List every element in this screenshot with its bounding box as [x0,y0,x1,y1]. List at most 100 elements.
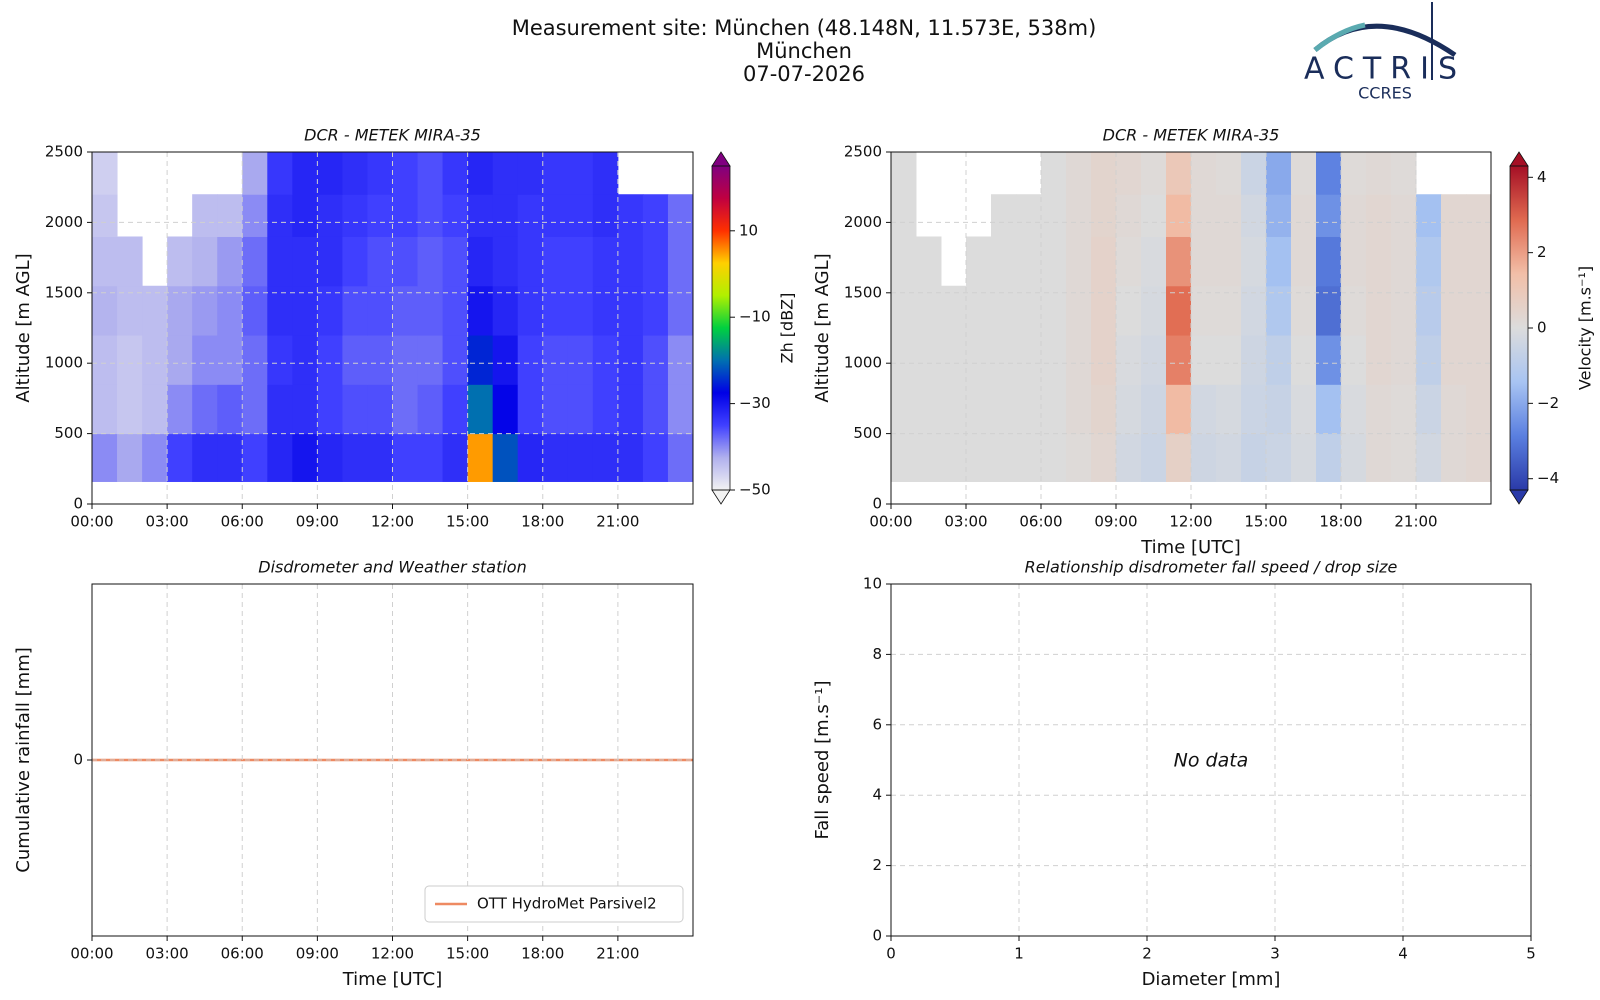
heatmap-cell [1116,152,1142,195]
heatmap-cell [517,236,544,287]
heatmap-cell [1041,433,1067,482]
colorbar-tick-label: 2 [1537,243,1547,261]
legend-label: OTT HydroMet Parsivel2 [477,895,657,913]
heatmap-cell [417,384,444,435]
x-axis-label: Time [UTC] [342,969,443,990]
heatmap-cell [642,384,669,435]
heatmap-cell [567,194,594,237]
y-tick-label: 500 [853,424,882,442]
y-axis-label: Altitude [m AGL] [812,253,833,402]
heatmap-cell [442,433,469,482]
heatmap-cell [592,335,619,385]
heatmap-cell [1391,335,1417,385]
heatmap-cell [667,285,694,336]
heatmap-cell [1266,152,1292,195]
heatmap-cell [1266,236,1292,287]
heatmap-cell [1341,384,1367,435]
heatmap-cell [342,236,368,287]
heatmap-cell [1091,384,1117,435]
heatmap-cell [1016,335,1042,385]
x-tick-label: 15:00 [446,513,489,531]
colorbar-extend-top [1509,151,1529,167]
y-tick-label: 8 [872,645,882,663]
heatmap-cell [342,433,368,482]
heatmap-cell [242,236,268,287]
heatmap-cell [1016,433,1042,482]
heatmap-cell [1241,194,1267,237]
y-tick-label: 2000 [844,213,882,231]
logo-sub: CCRES [1358,84,1412,103]
heatmap-cell [242,335,268,385]
heatmap-cell [1116,194,1142,237]
heatmap-cell [1041,152,1067,195]
heatmap-cell [267,236,293,287]
heatmap-cell [1216,384,1242,435]
heatmap-cell [92,384,118,435]
heatmap-cell [242,194,268,237]
axes-frame [890,151,1492,505]
x-tick-label: 0 [886,945,896,963]
heatmap-cell [1166,384,1192,435]
heatmap-cell [1441,285,1467,336]
x-tick-label: 00:00 [70,513,113,531]
heatmap-cell [417,335,444,385]
heatmap-cell [1291,285,1317,336]
heatmap-cell [1116,335,1142,385]
heatmap-cell [567,335,594,385]
heatmap-cell [891,285,917,336]
heatmap-cell [1191,152,1217,195]
chart-title: Relationship disdrometer fall speed / dr… [1025,558,1398,577]
heatmap-cell [467,194,494,237]
heatmap-cell [517,285,544,336]
heatmap-cell [966,384,992,435]
heatmap-cell [1191,384,1217,435]
heatmap-cell [142,433,168,482]
x-tick-label: 06:00 [1019,513,1062,531]
legend-box [424,885,684,923]
heatmap-cell [1166,433,1192,482]
heatmap-cell [317,194,343,237]
heatmap-cell [1166,236,1192,287]
heatmap-cell [1241,433,1267,482]
heatmap-cell [392,433,419,482]
heatmap-cell [1291,433,1317,482]
heatmap-cell [1366,194,1392,237]
heatmap-cell [342,335,368,385]
heatmap-cell [1266,335,1292,385]
heatmap-cell [217,194,243,237]
heatmap-cell [1466,335,1492,385]
heatmap-cell [167,236,193,287]
heatmap-cell [167,285,193,336]
heatmap-cell [192,335,218,385]
x-tick-label: 4 [1398,945,1408,963]
heatmap-cell [891,335,917,385]
heatmap-cell [167,433,193,482]
x-tick-label: 12:00 [1169,513,1212,531]
heatmap-cell [1316,152,1342,195]
x-tick-label: 06:00 [221,513,264,531]
heatmap-cell [392,152,419,195]
heatmap-cell [192,384,218,435]
heatmap-cell [1291,384,1317,435]
heatmap-cell [167,335,193,385]
heatmap-cell [1366,384,1392,435]
heatmap-cell [592,285,619,336]
heatmap-cell [1316,384,1342,435]
heatmap-cell [1066,152,1092,195]
x-tick-label: 09:00 [1094,513,1137,531]
heatmap-cell [1441,236,1467,287]
heatmap-cell [1091,285,1117,336]
y-tick-label: 2500 [844,143,882,161]
heatmap-cell [342,285,368,336]
heatmap-cell [1016,194,1042,237]
heatmap-cell [1266,384,1292,435]
x-tick-label: 3 [1270,945,1280,963]
y-tick-label: 1000 [844,354,882,372]
heatmap-cell [1141,236,1167,287]
logo-name: ACTRIS [1304,52,1466,87]
heatmap-cell [492,194,519,237]
x-tick-label: 06:00 [221,945,264,963]
heatmap-cell [1266,433,1292,482]
heatmap-cell [617,335,644,385]
heatmap-cell [667,194,694,237]
